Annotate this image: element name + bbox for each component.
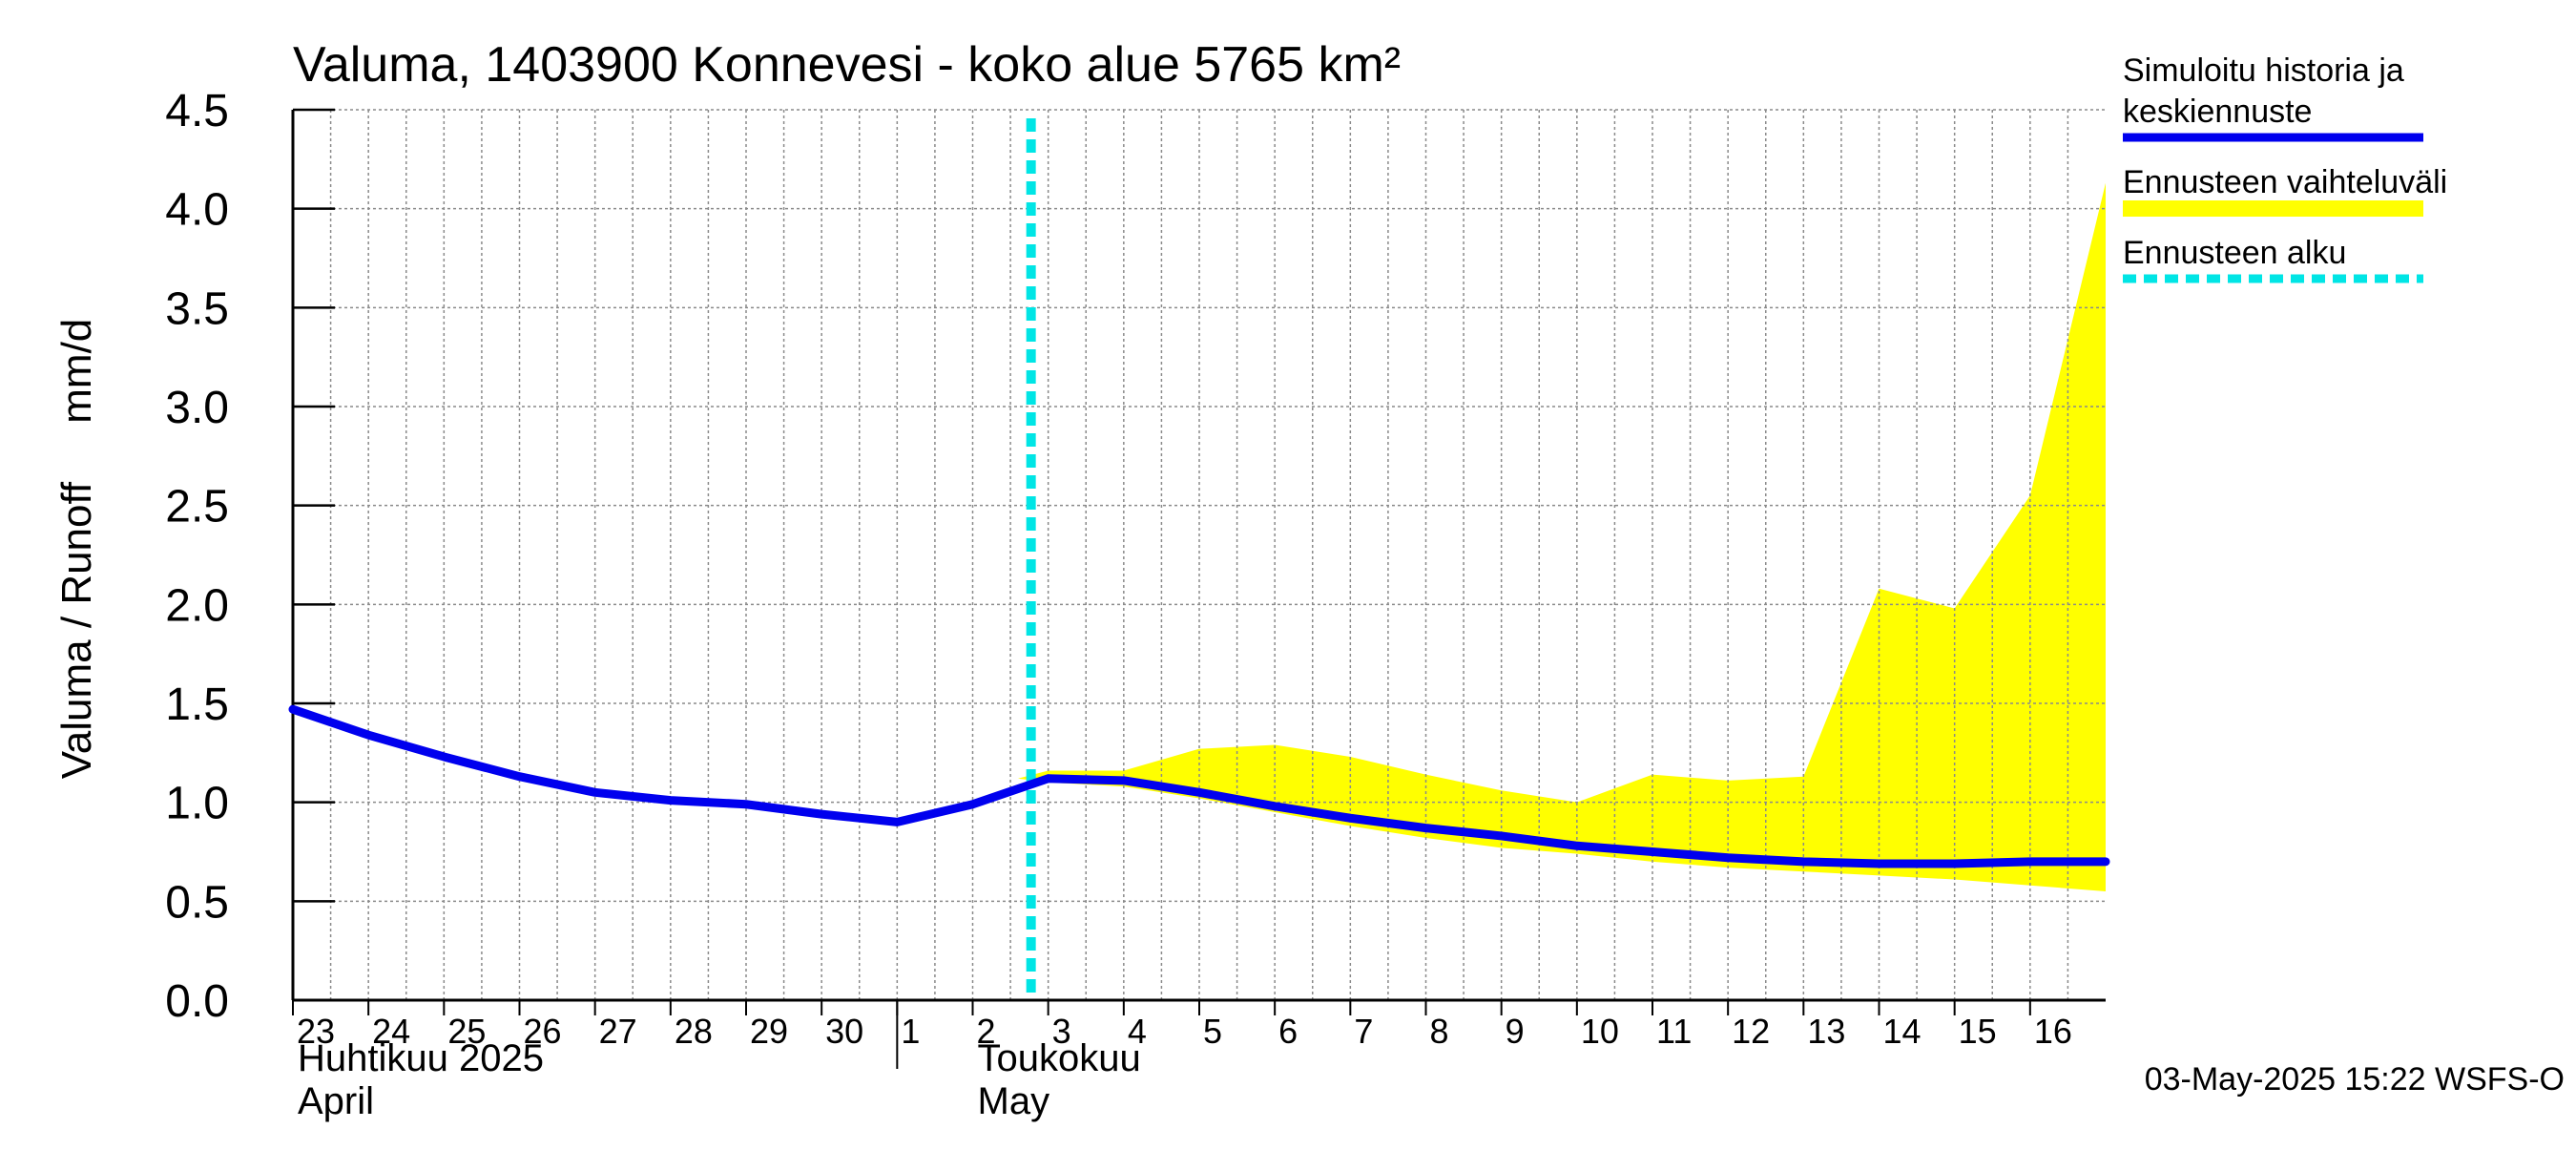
legend-swatch-band xyxy=(2123,200,2423,217)
x-tick-label: 28 xyxy=(675,1012,713,1051)
y-tick-label: 0.5 xyxy=(165,877,229,928)
x-tick-label: 13 xyxy=(1807,1012,1845,1051)
x-tick-label: 26 xyxy=(524,1012,562,1051)
month-label-english: April xyxy=(298,1080,374,1122)
x-tick-label: 11 xyxy=(1656,1012,1692,1051)
x-tick-label: 7 xyxy=(1354,1012,1373,1051)
y-tick-label: 1.5 xyxy=(165,680,229,730)
x-tick-label: 16 xyxy=(2034,1012,2072,1051)
x-tick-label: 29 xyxy=(750,1012,788,1051)
y-tick-label: 4.5 xyxy=(165,86,229,136)
y-tick-label: 3.0 xyxy=(165,383,229,433)
x-tick-label: 3 xyxy=(1052,1012,1071,1051)
legend-label: Simuloitu historia ja xyxy=(2123,52,2404,89)
x-tick-label: 23 xyxy=(297,1012,335,1051)
footer-timestamp: 03-May-2025 15:22 WSFS-O xyxy=(2145,1061,2565,1098)
x-tick-label: 10 xyxy=(1581,1012,1619,1051)
month-label-finnish: Toukokuu xyxy=(978,1037,1141,1079)
y-axis-label: Valuma / Runoff mm/d xyxy=(53,319,100,780)
x-tick-label: 5 xyxy=(1203,1012,1222,1051)
y-tick-label: 0.0 xyxy=(165,976,229,1027)
y-tick-label: 3.5 xyxy=(165,283,229,334)
legend-label: Ennusteen vaihteluväli xyxy=(2123,164,2447,200)
y-tick-label: 1.0 xyxy=(165,779,229,829)
x-tick-label: 1 xyxy=(901,1012,920,1051)
legend-label: Ennusteen alku xyxy=(2123,235,2346,271)
chart-title: Valuma, 1403900 Konnevesi - koko alue 57… xyxy=(293,37,1401,93)
legend-label: keskiennuste xyxy=(2123,94,2312,130)
forecast-band xyxy=(1018,182,2106,891)
x-tick-label: 24 xyxy=(372,1012,410,1051)
y-tick-label: 2.0 xyxy=(165,580,229,631)
x-tick-label: 6 xyxy=(1278,1012,1298,1051)
x-tick-label: 2 xyxy=(977,1012,996,1051)
y-tick-label: 4.0 xyxy=(165,185,229,236)
x-tick-label: 8 xyxy=(1430,1012,1449,1051)
x-tick-label: 14 xyxy=(1883,1012,1922,1051)
series-line-simulated xyxy=(288,704,2110,868)
month-label-finnish: Huhtikuu 2025 xyxy=(298,1037,544,1079)
x-tick-label: 30 xyxy=(825,1012,863,1051)
x-tick-label: 12 xyxy=(1732,1012,1770,1051)
x-tick-label: 15 xyxy=(1959,1012,1997,1051)
x-tick-label: 27 xyxy=(599,1012,637,1051)
y-tick-label: 2.5 xyxy=(165,482,229,533)
x-tick-label: 4 xyxy=(1128,1012,1147,1051)
x-tick-label: 9 xyxy=(1506,1012,1525,1051)
month-label-english: May xyxy=(978,1080,1050,1122)
x-tick-label: 25 xyxy=(447,1012,486,1051)
